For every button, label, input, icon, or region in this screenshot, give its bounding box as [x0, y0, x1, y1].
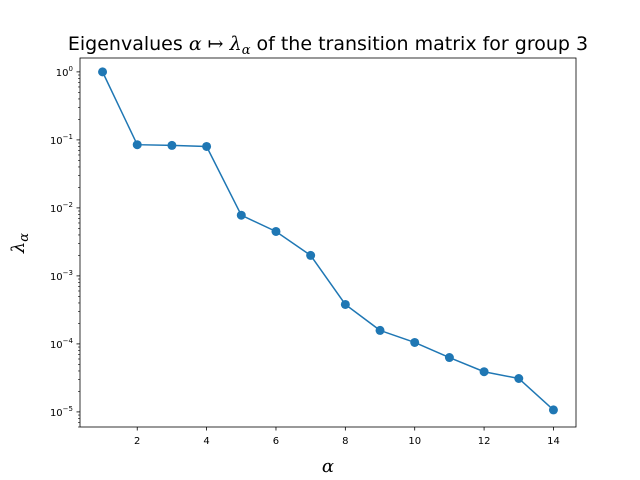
- y-tick-label: 10−4: [50, 337, 74, 351]
- x-tick-label: 14: [547, 436, 560, 447]
- data-point: [132, 140, 142, 150]
- y-tick-label: 100: [56, 65, 73, 79]
- plot-background: [80, 58, 576, 427]
- data-point: [202, 141, 212, 151]
- plot-frame: [79, 57, 577, 428]
- data-point: [271, 226, 281, 236]
- y-axis-label: λα: [8, 233, 32, 254]
- data-point: [514, 374, 524, 383]
- chart-title: Eigenvalues α ↦ λα of the transition mat…: [68, 33, 588, 58]
- plot-area: [80, 58, 576, 427]
- data-point: [444, 353, 454, 363]
- data-point: [98, 67, 108, 77]
- x-tick-label: 2: [134, 436, 140, 447]
- y-tick-label: 10−3: [50, 269, 73, 283]
- y-tick-label: 10−1: [50, 133, 73, 147]
- data-point: [167, 140, 177, 150]
- x-tick-label: 6: [273, 436, 279, 447]
- data-point: [479, 367, 489, 377]
- x-axis-label: α: [322, 456, 334, 477]
- data-point: [410, 337, 420, 347]
- data-point: [236, 210, 246, 220]
- x-tick-label: 8: [342, 436, 348, 447]
- data-point: [340, 299, 350, 309]
- y-tick-label: 10−5: [50, 405, 73, 419]
- series-line: [101, 71, 554, 411]
- data-point: [375, 325, 385, 335]
- data-point: [306, 250, 316, 260]
- data-point: [548, 405, 558, 415]
- x-tick-label: 12: [478, 436, 491, 447]
- y-tick-label: 10−2: [50, 201, 73, 215]
- x-tick-label: 4: [203, 436, 209, 447]
- series-layer: [98, 67, 558, 415]
- axes-layer: 2 4 6 8 10 12 14 100 10−1 10−2 10−3 10−4 10−5: [50, 57, 577, 447]
- x-tick-label: 10: [408, 436, 421, 447]
